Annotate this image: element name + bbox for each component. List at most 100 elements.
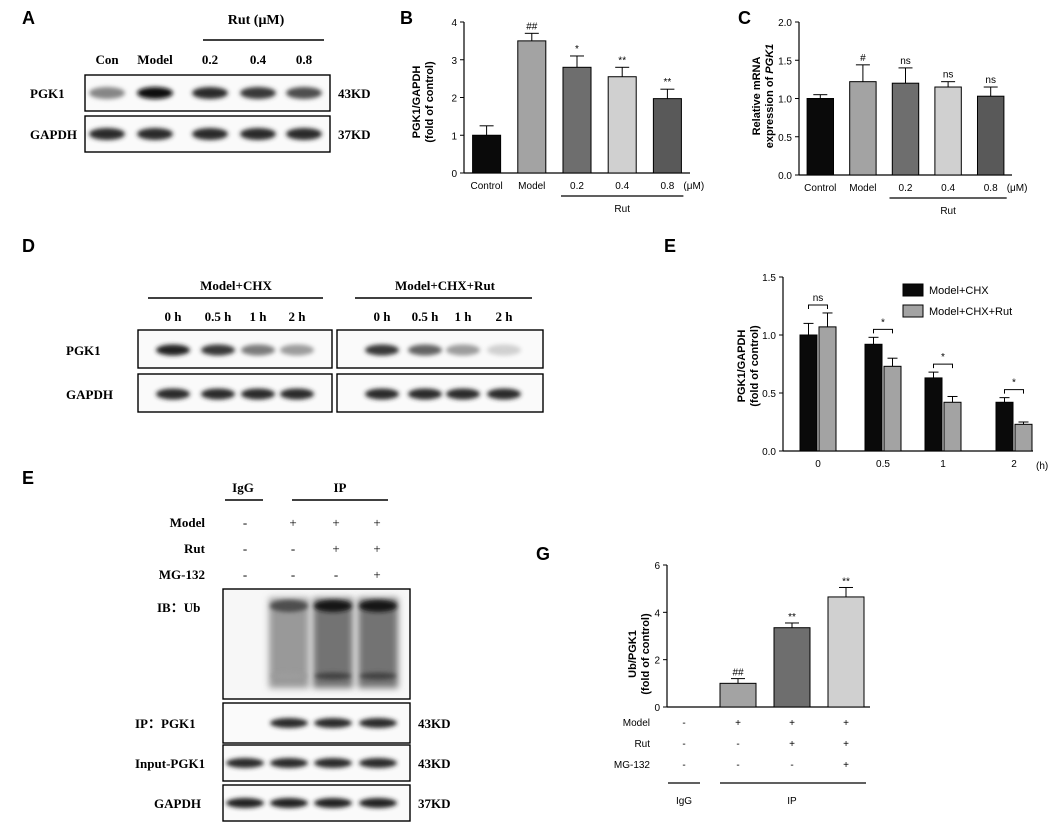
- ub-band-top: [314, 600, 352, 612]
- blot-row-label: IB：Ub: [157, 600, 200, 615]
- time-label: 1 h: [455, 309, 473, 324]
- blot-band: [446, 344, 480, 356]
- group-header: Model+CHX: [200, 278, 272, 293]
- condition-sign: -: [243, 541, 247, 556]
- ub-band-low: [271, 672, 307, 680]
- panel-letter-e: E: [664, 236, 676, 256]
- condition-sign: +: [373, 567, 380, 582]
- blot-band: [240, 128, 276, 140]
- y-tick-label: 0.5: [778, 133, 792, 144]
- condition-sign: -: [736, 739, 739, 750]
- blot-band: [270, 798, 308, 808]
- x-tick-label: Model: [518, 181, 545, 192]
- lane-label: 0.2: [202, 52, 218, 67]
- condition-label: MG-132: [159, 567, 205, 582]
- condition-sign: +: [332, 515, 339, 530]
- y-tick-label: 1.5: [762, 273, 776, 284]
- condition-sign: +: [332, 541, 339, 556]
- blot-band: [156, 388, 190, 400]
- condition-sign: +: [789, 739, 795, 750]
- blot-band: [137, 128, 173, 140]
- blot-band: [280, 344, 314, 356]
- blot-band: [446, 388, 480, 400]
- y-tick-label: 2: [654, 656, 660, 667]
- chart-c-ylabel: Relative mRNAexpression of PGK1: [751, 44, 776, 149]
- x-tick-label: 0.2: [570, 181, 584, 192]
- panel-letter-b: B: [400, 8, 413, 28]
- significance-label: ##: [732, 668, 744, 679]
- x-tick-label: 0: [815, 459, 821, 470]
- panel-a-western-blot: Rut (μM) Con Model 0.2 0.4 0.8 PGK1 43KD GAPDH…: [30, 13, 371, 153]
- rut-header: Rut (μM): [228, 13, 285, 28]
- condition-sign: -: [243, 567, 247, 582]
- blot-row-label: PGK1: [30, 86, 65, 101]
- blot-size-label: 37KD: [418, 796, 451, 811]
- lane-label: 0.8: [296, 52, 313, 67]
- blot-row-label: IP：PGK1: [135, 716, 196, 731]
- legend-swatch: [902, 304, 924, 318]
- condition-label: Rut: [184, 541, 206, 556]
- blot-band: [408, 344, 442, 356]
- chart-e-pgk1-decay: PGK1/GAPDH(fold of control) 0.0 0.5 1.0 1.5…: [736, 273, 1048, 472]
- condition-sign: +: [789, 718, 795, 729]
- blot-band: [89, 87, 125, 99]
- unit-label: (μM): [1007, 183, 1028, 194]
- blot-band: [286, 128, 322, 140]
- ub-band-top: [359, 600, 397, 612]
- condition-label: MG-132: [614, 760, 651, 771]
- y-tick-label: 1: [451, 131, 457, 142]
- panel-letter-g: G: [536, 544, 550, 564]
- ub-band-low: [360, 672, 396, 680]
- bar: [773, 627, 811, 708]
- x-tick-label: 0.2: [899, 183, 913, 194]
- significance-label: *: [575, 44, 579, 55]
- blot-band: [359, 798, 397, 808]
- bar: [976, 95, 1005, 176]
- legend-label: Model+CHX+Rut: [929, 306, 1012, 318]
- bar: [799, 334, 818, 452]
- blot-band: [241, 344, 275, 356]
- significance-label: *: [1012, 378, 1016, 389]
- condition-sign: +: [289, 515, 296, 530]
- blot-band: [156, 344, 190, 356]
- blot-band: [314, 798, 352, 808]
- significance-label: **: [664, 77, 672, 88]
- blot-band: [89, 128, 125, 140]
- condition-sign: -: [291, 567, 295, 582]
- y-tick-label: 0.0: [778, 171, 792, 182]
- bar: [652, 98, 682, 174]
- blot-band: [365, 388, 399, 400]
- condition-label: Model: [623, 718, 650, 729]
- blot-band: [137, 87, 173, 99]
- x-tick-label: Control: [470, 181, 502, 192]
- y-tick-label: 2: [451, 94, 457, 105]
- significance-label: ns: [943, 70, 954, 81]
- blot-band: [226, 758, 264, 768]
- x-tick-label: 0.8: [660, 181, 674, 192]
- blot-row-label: GAPDH: [30, 127, 77, 142]
- condition-sign: +: [373, 541, 380, 556]
- significance-bracket: [1004, 389, 1024, 394]
- blot-row-label: Input-PGK1: [135, 756, 205, 771]
- group-label: IP: [787, 796, 797, 807]
- bar: [806, 98, 835, 176]
- x-tick-label: 2: [1011, 459, 1017, 470]
- bar: [562, 66, 592, 174]
- x-tick-label: 1: [940, 459, 946, 470]
- igg-header: IgG: [232, 480, 254, 495]
- significance-bracket: [808, 304, 828, 309]
- chart-e-ylabel: PGK1/GAPDH(fold of control): [736, 325, 761, 407]
- significance-label: ##: [526, 21, 538, 32]
- group-label: IgG: [676, 796, 692, 807]
- ub-band-low: [315, 672, 351, 680]
- x-tick-label: 0.4: [615, 181, 629, 192]
- group-label: Rut: [614, 204, 630, 215]
- blot-band: [241, 388, 275, 400]
- bar: [517, 40, 547, 174]
- significance-bracket: [873, 328, 893, 334]
- chart-g-ubiquitination: Ub/PGK1(fold of control) 0 2 4 6 ## ** ** Model…: [614, 561, 870, 807]
- x-tick-label: Control: [804, 183, 836, 194]
- lane-label: Model: [137, 52, 173, 67]
- condition-sign: -: [790, 760, 793, 771]
- significance-label: *: [881, 317, 885, 328]
